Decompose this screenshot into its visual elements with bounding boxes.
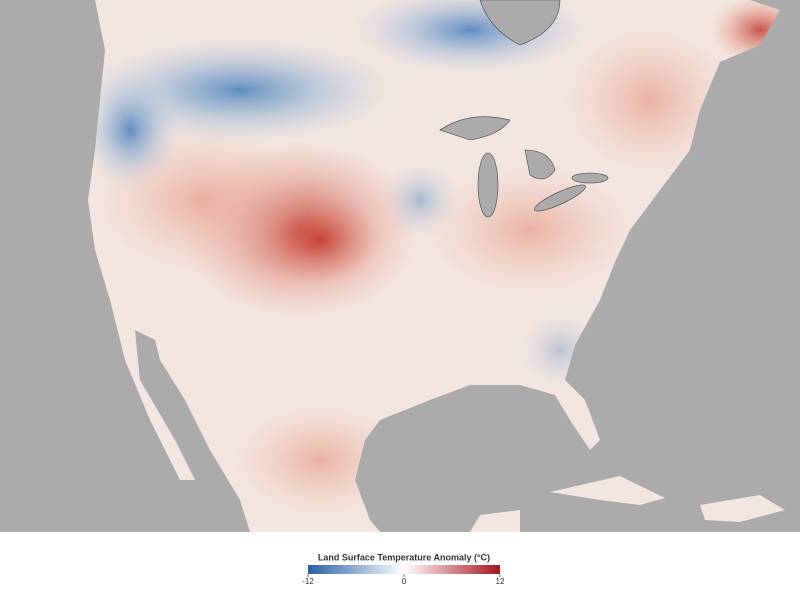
legend-title: Land Surface Temperature Anomaly (°C) — [318, 552, 490, 562]
legend-tick-label: -12 — [302, 577, 314, 586]
great-lakes — [439, 0, 609, 218]
color-bar — [308, 565, 500, 574]
legend-tick-label: 0 — [402, 577, 407, 586]
legend-tick-label: 12 — [496, 577, 505, 586]
